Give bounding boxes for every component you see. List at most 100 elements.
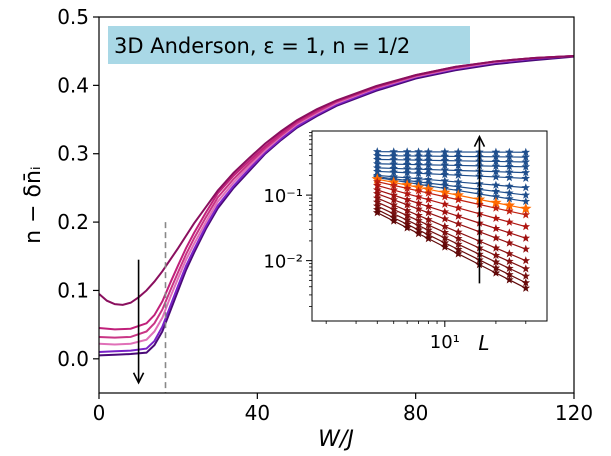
- inset-star-marker: [402, 211, 412, 220]
- inset-star-marker: [414, 155, 423, 164]
- inset-star-marker: [505, 147, 514, 156]
- y-axis-label: n − δn̄ᵢ: [21, 166, 46, 244]
- inset-star-marker: [505, 270, 514, 279]
- inset-star-marker: [453, 239, 463, 248]
- inset-star-marker: [505, 152, 514, 161]
- inset-star-marker: [453, 170, 463, 179]
- inset-star-marker: [503, 199, 516, 211]
- inset-star-marker: [505, 161, 514, 171]
- inset-star-marker: [402, 215, 412, 224]
- y-tick-label: 0.3: [57, 142, 89, 166]
- inset-star-marker: [402, 189, 412, 198]
- main-series-group: [98, 54, 575, 357]
- inset-star-marker: [389, 205, 398, 214]
- inset-star-marker: [505, 181, 514, 190]
- inset-star-marker: [491, 263, 501, 272]
- inset-star-marker: [453, 219, 463, 228]
- inset-star-marker: [440, 233, 450, 242]
- inset-star-marker: [440, 199, 450, 208]
- inset-star-marker: [424, 188, 433, 197]
- inset-star-marker: [491, 257, 501, 266]
- inset-star-marker: [491, 147, 501, 156]
- inset-star-marker: [372, 154, 382, 164]
- inset-star-marker: [414, 164, 423, 173]
- inset-star-marker: [521, 233, 531, 242]
- x-tick-label: 40: [245, 401, 270, 425]
- inset-star-marker: [402, 168, 412, 177]
- chart-title: 3D Anderson, ε = 1, n = 1/2: [114, 34, 410, 58]
- inset-star-marker: [414, 216, 423, 225]
- inset-star-marker: [424, 169, 433, 178]
- inset-star-marker: [424, 195, 433, 204]
- inset-star-marker: [440, 238, 450, 247]
- inset-star-marker: [453, 177, 463, 186]
- inset-star-marker: [440, 170, 450, 179]
- main-series-line-0: [98, 55, 575, 357]
- inset-star-marker: [402, 223, 412, 232]
- inset-star-marker: [521, 210, 531, 219]
- inset-star-marker: [440, 192, 450, 201]
- inset-star-marker: [505, 173, 514, 182]
- y-tick-label: 0.1: [57, 278, 89, 302]
- inset-star-marker: [521, 190, 531, 199]
- inset-star-marker: [372, 159, 382, 168]
- inset-star-marker: [389, 180, 398, 190]
- inset-ticks: 10¹ 10⁻² 10⁻¹: [263, 132, 527, 353]
- inset-star-marker: [521, 183, 531, 192]
- inset-star-marker: [491, 156, 501, 166]
- inset-star-marker: [389, 200, 398, 209]
- inset-star-marker: [491, 172, 501, 181]
- inset-star-marker: [402, 159, 412, 169]
- inset-star-marker: [414, 186, 423, 195]
- inset-star-marker: [521, 162, 531, 171]
- x-tick-label: 120: [555, 401, 593, 425]
- inset-star-marker: [414, 160, 423, 169]
- inset-star-marker: [521, 256, 531, 265]
- inset-star-marker: [521, 283, 531, 292]
- inset-plot: 10¹ 10⁻² 10⁻¹ L: [263, 130, 548, 355]
- inset-star-marker: [389, 216, 398, 225]
- inset-star-marker: [521, 271, 531, 280]
- inset-star-marker: [424, 155, 433, 164]
- inset-star-marker: [491, 180, 501, 189]
- inset-star-marker: [414, 229, 423, 238]
- inset-star-marker: [505, 228, 514, 237]
- inset-star-marker: [424, 225, 433, 234]
- inset-star-marker: [453, 227, 463, 236]
- inset-star-marker: [389, 155, 398, 164]
- inset-star-marker: [521, 152, 531, 161]
- inset-star-marker: [389, 159, 398, 168]
- y-tick-label: 0.2: [57, 210, 89, 234]
- inset-x-tick-label: 10¹: [430, 332, 460, 353]
- inset-star-marker: [505, 238, 514, 247]
- inset-star-marker: [440, 207, 450, 216]
- inset-star-marker: [424, 220, 433, 229]
- inset-star-marker: [505, 167, 514, 176]
- inset-star-marker: [491, 213, 501, 223]
- inset-star-marker: [424, 208, 433, 217]
- inset-star-marker: [521, 244, 531, 253]
- inset-y-tick-label: 10⁻²: [263, 252, 303, 273]
- inset-star-marker: [521, 278, 531, 287]
- main-arrow-head: [132, 372, 145, 385]
- inset-star-marker: [491, 161, 501, 170]
- inset-star-marker: [453, 234, 463, 243]
- inset-star-marker: [440, 151, 450, 160]
- inset-star-marker: [402, 155, 412, 164]
- inset-annotations: [473, 134, 486, 284]
- inset-star-marker: [453, 156, 463, 165]
- inset-star-marker: [453, 160, 463, 170]
- inset-star-marker: [440, 165, 450, 174]
- main-ticks: 0 40 80 120 0.0 0.1 0.2 0.3 0.4 0.5: [57, 5, 593, 425]
- inset-star-marker: [505, 194, 514, 203]
- inset-star-marker: [521, 157, 531, 166]
- inset-star-marker: [440, 156, 450, 165]
- inset-star-marker: [491, 167, 501, 176]
- main-series-line-5: [98, 54, 575, 306]
- inset-star-marker: [453, 151, 463, 161]
- inset-star-marker: [491, 250, 501, 260]
- inset-star-marker: [414, 210, 423, 220]
- inset-star-marker: [402, 195, 412, 204]
- inset-star-marker: [389, 195, 398, 204]
- inset-star-marker: [505, 249, 514, 258]
